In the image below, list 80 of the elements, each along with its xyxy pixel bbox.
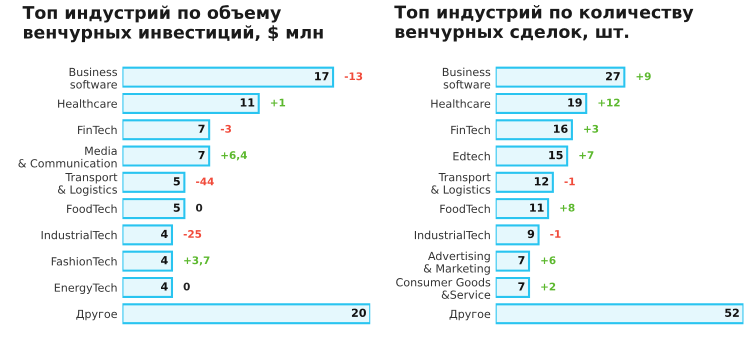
y-tick-label: FinTech xyxy=(451,126,490,134)
y-tick-label: FashionTech xyxy=(52,256,117,266)
annotation: -3 xyxy=(220,124,232,133)
y-tick-label: Другое xyxy=(450,310,490,320)
data-label: 7 xyxy=(518,282,524,291)
y-tick-label: Transport & Logistics xyxy=(58,173,118,196)
y-tick-label: IndustrialTech xyxy=(42,230,117,240)
y-tick-label: Edtech xyxy=(453,152,490,160)
bar xyxy=(122,276,174,298)
annotation: +3,7 xyxy=(184,256,210,266)
annotation: -44 xyxy=(196,178,214,186)
bar xyxy=(496,172,554,193)
bar xyxy=(122,92,260,114)
annotation: -1 xyxy=(550,230,561,238)
annotation: +3 xyxy=(584,124,598,133)
y-tick-label: Advertising & Marketing xyxy=(424,252,490,275)
bar xyxy=(496,66,626,88)
bar xyxy=(122,119,210,140)
y-tick-label: Business software xyxy=(442,68,490,89)
bar xyxy=(496,276,530,298)
data-label: 9 xyxy=(528,230,534,238)
bar xyxy=(496,250,530,272)
y-tick-label: Business software xyxy=(70,68,118,89)
chart-title: Топ индустрий по объему венчурных инвестиций, $ млн xyxy=(22,5,323,42)
annotation: +6 xyxy=(541,256,556,264)
data-label: 7 xyxy=(198,124,205,133)
data-label: 19 xyxy=(568,98,582,107)
data-label: 17 xyxy=(315,72,328,80)
bar xyxy=(496,224,540,246)
bar xyxy=(496,92,588,114)
bar xyxy=(496,146,568,167)
chart-title: Топ индустрий по количеству венчурных сделок, шт. xyxy=(394,5,694,42)
data-label: 16 xyxy=(554,124,568,133)
annotation: +2 xyxy=(541,282,556,290)
data-label: 5 xyxy=(174,177,180,186)
data-label: 52 xyxy=(725,308,739,317)
annotation: +1 xyxy=(270,98,286,106)
y-tick-label: IndustrialTech xyxy=(414,230,490,240)
data-label: 7 xyxy=(518,256,524,264)
y-tick-label: Media & Communication xyxy=(18,146,117,168)
bar xyxy=(122,198,186,220)
y-tick-label: FoodTech xyxy=(67,204,117,213)
annotation: +6,4 xyxy=(221,151,247,160)
bar xyxy=(122,66,334,88)
bar xyxy=(122,224,174,246)
bar xyxy=(496,303,744,324)
y-tick-label: Healthcare xyxy=(58,99,117,108)
data-label: 4 xyxy=(161,256,168,264)
bar xyxy=(496,198,550,220)
annotation: 0 xyxy=(196,204,202,212)
data-label: 5 xyxy=(174,204,180,212)
bar xyxy=(496,119,573,140)
data-label: 20 xyxy=(352,308,366,317)
y-tick-label: Healthcare xyxy=(431,99,490,108)
annotation: 0 xyxy=(184,282,190,290)
data-label: 12 xyxy=(534,177,548,186)
y-tick-label: Consumer Goods &Service xyxy=(396,278,490,299)
annotation: -13 xyxy=(344,72,362,80)
data-label: 4 xyxy=(161,230,168,238)
data-label: 15 xyxy=(549,150,563,160)
annotation: -25 xyxy=(184,230,202,238)
annotation: +9 xyxy=(636,72,651,80)
data-label: 11 xyxy=(530,204,544,212)
bar xyxy=(122,303,370,324)
bar xyxy=(122,250,174,272)
bar xyxy=(122,172,186,193)
annotation: +12 xyxy=(598,98,620,106)
y-tick-label: FinTech xyxy=(78,126,117,134)
data-label: 27 xyxy=(606,72,620,80)
data-label: 7 xyxy=(198,150,205,160)
data-label: 4 xyxy=(161,282,168,291)
annotation: +7 xyxy=(579,151,594,159)
y-tick-label: Transport & Logistics xyxy=(431,173,491,196)
bar xyxy=(122,146,210,167)
annotation: -1 xyxy=(564,178,575,186)
y-tick-label: FoodTech xyxy=(440,204,490,213)
y-tick-label: EnergyTech xyxy=(54,283,117,294)
y-tick-label: Другое xyxy=(76,310,117,320)
annotation: +8 xyxy=(560,204,575,212)
data-label: 11 xyxy=(240,98,254,107)
